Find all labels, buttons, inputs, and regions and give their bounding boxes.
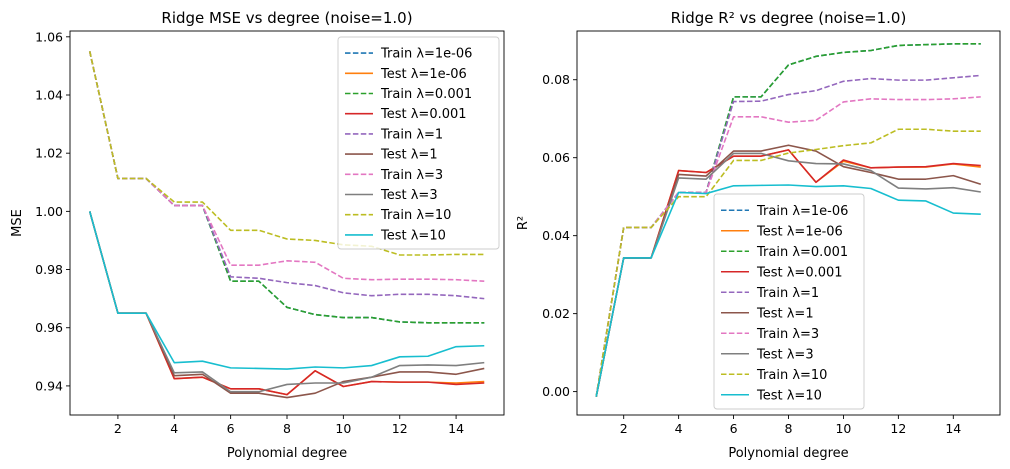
legend-label-8: Test λ=3 [756, 347, 814, 362]
x-tick-label: 8 [283, 421, 291, 436]
x-tick-label: 10 [335, 421, 351, 436]
x-tick-label: 10 [835, 421, 851, 436]
legend-label-10: Test λ=10 [756, 388, 822, 403]
series-line-3 [88, 51, 485, 324]
y-axis-label: R² [516, 216, 531, 230]
x-tick-label: 4 [675, 421, 683, 436]
y-tick-label: 0.06 [542, 150, 570, 165]
series-line-10 [88, 211, 485, 370]
x-tick-label: 2 [114, 421, 122, 436]
legend-label-4: Test λ=0.001 [380, 107, 467, 122]
legend-label-10: Test λ=10 [380, 228, 446, 243]
y-tick-label: 1.02 [35, 146, 63, 161]
y-tick-label: 0.96 [35, 320, 63, 335]
y-tick-label: 0.08 [542, 72, 570, 87]
legend-label-9: Train λ=10 [756, 368, 827, 383]
x-tick-label: 8 [785, 421, 793, 436]
chart-title: Ridge MSE vs degree (noise=1.0) [161, 9, 412, 27]
y-tick-label: 0.94 [35, 378, 63, 393]
legend-label-5: Train λ=1 [756, 286, 819, 301]
legend-label-3: Train λ=0.001 [380, 87, 472, 102]
y-tick-label: 1.06 [35, 29, 63, 44]
legend-label-2: Test λ=1e-06 [380, 67, 467, 82]
x-axis-label: Polynomial degree [227, 446, 347, 461]
legend-label-5: Train λ=1 [380, 127, 443, 142]
series-line-7 [88, 51, 485, 282]
x-tick-label: 6 [227, 421, 235, 436]
series-line-7 [595, 96, 981, 397]
series-line-5 [88, 51, 485, 300]
y-tick-label: 1.00 [35, 204, 63, 219]
legend-label-1: Train λ=1e-06 [380, 47, 472, 62]
series-line-8 [595, 152, 981, 397]
chart-title: Ridge R² vs degree (noise=1.0) [671, 9, 907, 27]
legend: Train λ=1e-06 Test λ=1e-06 Train λ=0.001 Te… [713, 193, 865, 410]
series-line-9 [88, 51, 485, 256]
chart-panel-1: Ridge MSE vs degree (noise=1.0) 2 4 6 8 10 12 1… [10, 9, 505, 461]
y-tick-label: 0.98 [35, 262, 63, 277]
y-tick-label: 0.00 [542, 384, 570, 399]
x-tick-label: 4 [170, 421, 178, 436]
chart-panel-2: Ridge R² vs degree (noise=1.0) 2 4 6 8 10 12 14… [516, 9, 1001, 461]
y-axis-label: MSE [10, 209, 25, 237]
legend-label-9: Train λ=10 [380, 208, 451, 223]
legend-label-4: Test λ=0.001 [756, 265, 843, 280]
legend-label-1: Train λ=1e-06 [756, 204, 848, 219]
legend-label-2: Test λ=1e-06 [756, 224, 843, 239]
y-tick-label: 0.04 [542, 228, 570, 243]
x-tick-label: 14 [945, 421, 961, 436]
x-tick-label: 2 [620, 421, 628, 436]
series-line-8 [88, 211, 485, 393]
legend-label-3: Train λ=0.001 [756, 245, 848, 260]
legend-label-7: Train λ=3 [380, 168, 443, 183]
series-group [595, 43, 982, 397]
legend-label-6: Test λ=1 [380, 148, 438, 163]
legend: Train λ=1e-06 Test λ=1e-06 Train λ=0.001 Te… [337, 36, 500, 250]
legend-label-8: Test λ=3 [380, 188, 438, 203]
y-tick-label: 0.02 [542, 306, 570, 321]
legend-box [713, 193, 865, 410]
series-line-10 [595, 184, 981, 397]
series-line-9 [595, 128, 981, 397]
x-tick-label: 12 [392, 421, 408, 436]
series-group [88, 51, 485, 399]
legend-label-7: Train λ=3 [756, 327, 819, 342]
y-tick-label: 1.04 [35, 88, 63, 103]
x-axis-label: Polynomial degree [728, 446, 848, 461]
legend-box [337, 36, 500, 250]
x-tick-label: 6 [730, 421, 738, 436]
x-tick-label: 12 [890, 421, 906, 436]
legend-label-6: Test λ=1 [756, 306, 814, 321]
x-tick-label: 14 [448, 421, 464, 436]
